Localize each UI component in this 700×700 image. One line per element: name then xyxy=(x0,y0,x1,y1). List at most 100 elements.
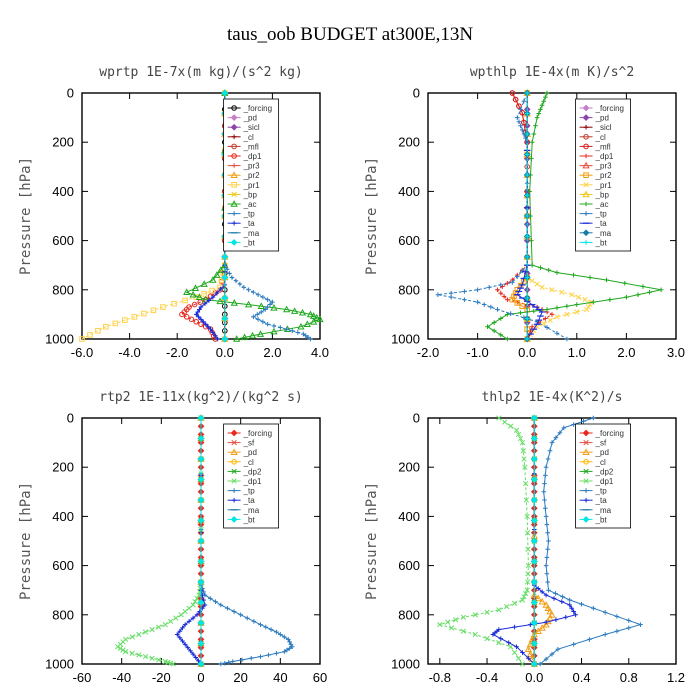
data-point xyxy=(310,317,318,325)
data-point xyxy=(514,274,520,279)
legend-label: _dp1 xyxy=(243,152,262,161)
x-tick-label: 0.0 xyxy=(216,345,234,360)
data-point xyxy=(316,315,324,323)
data-point xyxy=(79,336,85,342)
data-point xyxy=(569,605,574,611)
data-point xyxy=(227,271,232,276)
data-point xyxy=(511,293,517,300)
legend-label: _bp xyxy=(595,190,610,199)
legend-marker xyxy=(230,171,238,178)
data-point xyxy=(544,555,550,560)
data-point xyxy=(544,604,552,612)
data-point xyxy=(511,649,518,656)
data-point xyxy=(486,285,492,290)
data-point xyxy=(506,640,511,645)
data-point xyxy=(274,651,279,656)
data-point xyxy=(658,287,664,293)
data-point xyxy=(233,335,241,342)
data-point xyxy=(546,607,554,615)
data-point xyxy=(87,332,93,338)
data-point xyxy=(542,497,547,503)
data-point xyxy=(545,546,550,552)
x-tick-label: 1.2 xyxy=(667,670,685,685)
data-point xyxy=(255,317,261,322)
legend-label: _pr3 xyxy=(595,162,613,171)
data-point xyxy=(553,617,559,623)
data-point xyxy=(255,312,260,317)
data-point xyxy=(186,619,192,624)
data-point xyxy=(511,600,518,606)
data-point xyxy=(221,253,229,261)
data-point xyxy=(180,625,185,631)
data-point xyxy=(553,591,558,596)
x-tick-label: -2.0 xyxy=(166,345,188,360)
data-point xyxy=(282,649,287,654)
data-point xyxy=(260,319,266,325)
data-point xyxy=(190,615,196,621)
data-point xyxy=(149,626,155,633)
data-point xyxy=(543,563,549,568)
x-tick-label: 0.4 xyxy=(572,670,590,685)
data-point xyxy=(530,558,538,565)
data-point xyxy=(221,294,229,302)
data-point xyxy=(141,310,147,317)
data-point xyxy=(197,476,205,483)
data-point xyxy=(216,297,224,305)
data-point xyxy=(530,640,538,647)
legend-marker xyxy=(231,459,237,465)
data-point xyxy=(156,657,162,663)
data-point xyxy=(201,319,206,325)
data-point xyxy=(512,96,519,103)
legend-label: _pr1 xyxy=(595,181,613,190)
data-point xyxy=(524,90,530,96)
series-line xyxy=(492,418,577,665)
x-tick-label: 60 xyxy=(313,670,327,685)
data-point xyxy=(561,425,567,431)
data-point xyxy=(520,650,525,655)
data-point xyxy=(538,107,543,112)
data-point xyxy=(103,323,109,330)
data-point xyxy=(543,619,549,625)
data-point xyxy=(602,610,608,615)
data-point xyxy=(197,455,205,463)
data-point xyxy=(521,594,527,600)
y-tick-label: 200 xyxy=(52,135,74,150)
y-tick-label: 0 xyxy=(413,86,420,101)
data-point xyxy=(201,589,206,595)
data-point xyxy=(530,496,538,504)
series-tp xyxy=(537,415,643,667)
data-point xyxy=(519,109,526,116)
data-point xyxy=(193,655,199,660)
data-point xyxy=(240,333,249,341)
data-point xyxy=(518,107,523,112)
data-point xyxy=(437,621,443,628)
legend-label: _sf xyxy=(243,439,255,448)
data-point xyxy=(270,299,275,305)
data-point xyxy=(297,322,305,330)
data-point xyxy=(519,661,526,667)
data-point xyxy=(203,321,209,327)
data-point xyxy=(472,631,478,638)
legend-label: _cl xyxy=(595,133,606,142)
data-point xyxy=(230,299,238,306)
data-point xyxy=(136,631,142,638)
data-point xyxy=(117,645,123,652)
plot-frame xyxy=(427,92,677,340)
data-point xyxy=(549,651,555,657)
data-point xyxy=(188,316,195,323)
data-point xyxy=(182,622,188,627)
data-point xyxy=(519,127,525,133)
data-point xyxy=(136,652,142,658)
data-point xyxy=(262,307,268,312)
y-tick-label: 1000 xyxy=(45,657,74,672)
data-point xyxy=(524,111,530,116)
series-bt xyxy=(530,414,538,668)
data-point xyxy=(515,655,522,661)
legend-label: _tp xyxy=(243,487,256,496)
legend-marker xyxy=(230,123,238,131)
data-point xyxy=(448,625,455,631)
data-point xyxy=(554,314,560,320)
data-point xyxy=(213,271,221,278)
data-point xyxy=(614,614,620,619)
data-point xyxy=(534,281,540,287)
